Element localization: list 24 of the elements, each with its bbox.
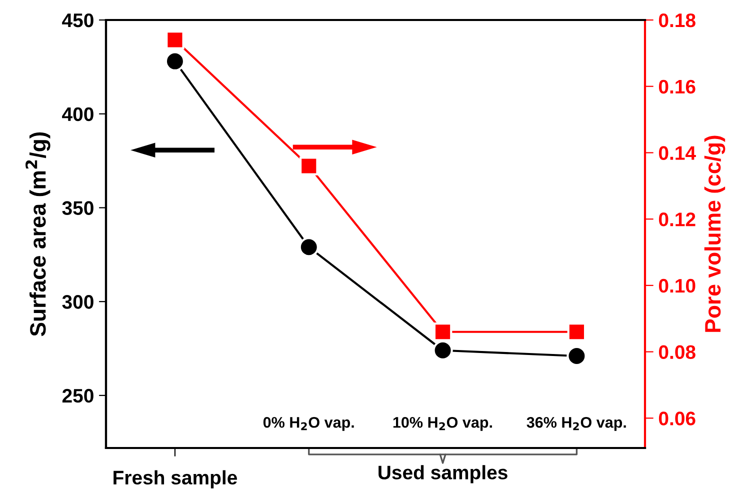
point bbox=[166, 30, 184, 50]
y-axis-title: Surface area (m$^{2}$/g) bbox=[26, 132, 50, 336]
y2-tick-label: 0.16 bbox=[658, 80, 696, 94]
x-tick-label: 0% H$_{2}$O vap. bbox=[263, 416, 354, 431]
y2-tick-label: 0.06 bbox=[658, 412, 696, 426]
x-tick-label: 10% H$_{2}$O vap. bbox=[393, 416, 492, 431]
x-tick-label: 36% H$_{2}$O vap. bbox=[526, 416, 626, 431]
point bbox=[298, 237, 319, 258]
y-tick-label: 350 bbox=[62, 201, 94, 215]
y-tick-label: 300 bbox=[62, 295, 94, 309]
y2-tick-label: 0.12 bbox=[658, 212, 696, 226]
y-tick-label: 450 bbox=[62, 13, 94, 28]
point bbox=[433, 322, 452, 342]
y-tick-label: 400 bbox=[62, 107, 94, 122]
point bbox=[300, 156, 318, 176]
y2-axis-title: Pore volume (cc/g) bbox=[704, 136, 726, 332]
y2-tick-label: 0.10 bbox=[658, 278, 696, 293]
y2-tick-label: 0.14 bbox=[658, 146, 696, 160]
y-tick-label: 250 bbox=[62, 388, 94, 403]
x-tick-label: Fresh sample bbox=[114, 470, 237, 488]
y2-tick-label: 0.08 bbox=[658, 345, 696, 360]
point bbox=[432, 340, 453, 360]
text: Used samples bbox=[378, 465, 508, 484]
y2-tick-label: 0.18 bbox=[658, 13, 696, 28]
